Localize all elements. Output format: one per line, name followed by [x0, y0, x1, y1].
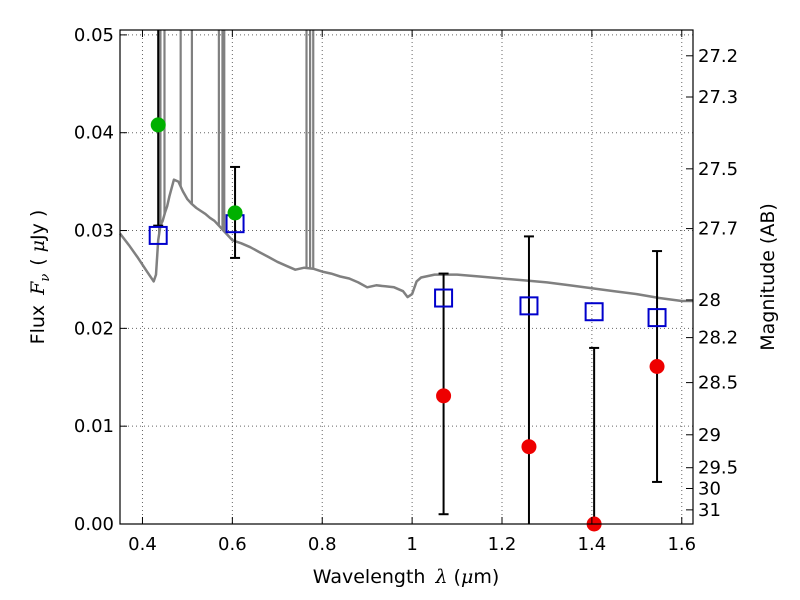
model-photometry-point	[584, 302, 604, 322]
y-axis-unit-rest: Jy )	[27, 210, 49, 241]
y-axis-title-text: Flux	[27, 305, 49, 345]
x-tick-label: 0.6	[218, 534, 247, 555]
y2-tick-label: 27.7	[698, 219, 738, 240]
x-axis-unit-open: (	[454, 566, 461, 588]
x-tick-label: 1	[406, 534, 417, 555]
axis-layer: 0.4 0.6 0.8 1 1.2 1.4 1.6 0.00 0.01 0.02 0.03 0.04 0…	[74, 25, 738, 555]
y2-axis-title: Magnitude (AB)	[757, 203, 779, 351]
x-tick-label: 1.2	[488, 534, 517, 555]
y-tick-label: 0.01	[74, 416, 114, 437]
data-layer	[119, 30, 693, 532]
y2-tick-label: 29	[698, 425, 721, 446]
plot-frame	[119, 29, 694, 525]
y-tick-label: 0.05	[74, 25, 114, 46]
y-axis-unit-open: (	[27, 258, 49, 265]
x-axis-symbol: λ	[434, 566, 447, 588]
y2-tick-label: 30	[698, 478, 721, 499]
detection-point	[150, 117, 166, 133]
y2-tick-label: 27.2	[698, 46, 738, 67]
model-photometry-point	[148, 225, 168, 245]
y2-tick-label: 27.3	[698, 87, 738, 108]
x-axis-title-text: Wavelength	[313, 566, 426, 588]
y-tick-label: 0.00	[74, 514, 114, 535]
y2-tick-label: 31	[698, 500, 721, 521]
y2-tick-label: 28	[698, 290, 721, 311]
nondetection-point	[436, 388, 452, 404]
x-axis-unit-rest: m)	[473, 566, 499, 588]
model-photometry-point	[647, 308, 667, 328]
x-tick-label: 1.4	[578, 534, 607, 555]
model-photometry-point	[434, 288, 454, 308]
y-tick-label: 0.04	[74, 123, 114, 144]
nondetection-point	[521, 439, 537, 455]
y-tick-label: 0.03	[74, 221, 114, 242]
y2-tick-label: 28.5	[698, 373, 738, 394]
y-axis-symbol-sub: ν	[38, 274, 53, 282]
x-tick-label: 0.8	[308, 534, 337, 555]
model-photometry-point	[519, 296, 539, 316]
y2-tick-label: 29.5	[698, 458, 738, 479]
y2-tick-label: 28.2	[698, 328, 738, 349]
y-axis-symbol: F	[27, 281, 49, 296]
x-axis-unit-mu: μ	[461, 566, 473, 588]
x-tick-label: 0.4	[128, 534, 157, 555]
model-spectrum-line	[119, 178, 693, 303]
y-tick-label: 0.02	[74, 318, 114, 339]
x-axis-title: Wavelength λ (μm)	[313, 566, 499, 588]
nondetection-point	[649, 359, 665, 375]
y2-tick-label: 27.5	[698, 159, 738, 180]
y-axis-title: Flux Fν ( μJy )	[27, 210, 53, 345]
y-axis-unit-mu: μ	[27, 240, 49, 252]
detection-point	[227, 205, 243, 221]
x-tick-label: 1.6	[667, 534, 696, 555]
